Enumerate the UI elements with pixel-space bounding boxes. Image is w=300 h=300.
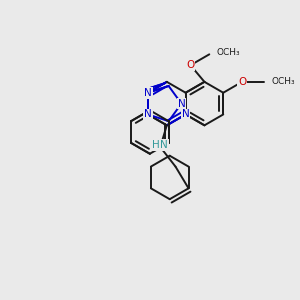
Text: O: O <box>186 60 195 70</box>
Text: N: N <box>144 88 152 98</box>
Text: N: N <box>160 140 168 150</box>
Text: N: N <box>144 110 152 119</box>
Text: N: N <box>178 99 185 109</box>
Text: OCH₃: OCH₃ <box>216 48 240 57</box>
Text: N: N <box>182 110 190 119</box>
Text: OCH₃: OCH₃ <box>272 77 295 86</box>
Text: O: O <box>238 77 246 87</box>
Text: H: H <box>152 140 160 150</box>
